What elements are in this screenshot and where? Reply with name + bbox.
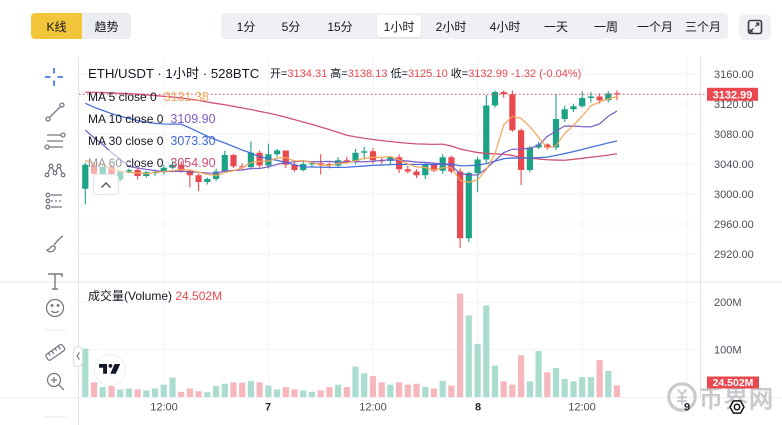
svg-text:100M: 100M <box>714 344 742 356</box>
svg-text:200M: 200M <box>714 297 742 309</box>
svg-text:2960.00: 2960.00 <box>714 219 754 231</box>
svg-text:24.502M: 24.502M <box>713 377 754 389</box>
svg-text:8: 8 <box>475 402 481 414</box>
svg-text:3040.00: 3040.00 <box>714 159 754 171</box>
svg-text:9: 9 <box>684 402 690 414</box>
svg-text:ETH/USDT · 1小时 · 528BTC: ETH/USDT · 1小时 · 528BTC <box>88 66 260 81</box>
svg-text:12:00: 12:00 <box>568 402 596 414</box>
svg-text:3000.00: 3000.00 <box>714 189 754 201</box>
svg-text:2920.00: 2920.00 <box>714 249 754 261</box>
svg-text:成交量(Volume) 24.502M: 成交量(Volume) 24.502M <box>88 288 222 303</box>
svg-text:3080.00: 3080.00 <box>714 129 754 141</box>
svg-text:3120.00: 3120.00 <box>714 99 754 111</box>
svg-text:开=3134.31 高=3138.13 低=3125.1: 开=3134.31 高=3138.13 低=3125.10 收=3132.99 … <box>270 66 581 80</box>
svg-text:12:00: 12:00 <box>150 402 178 414</box>
svg-text:3160.00: 3160.00 <box>714 69 754 81</box>
svg-text:12:00: 12:00 <box>359 402 387 414</box>
svg-text:7: 7 <box>265 402 271 414</box>
svg-text:3132.99: 3132.99 <box>713 89 753 101</box>
